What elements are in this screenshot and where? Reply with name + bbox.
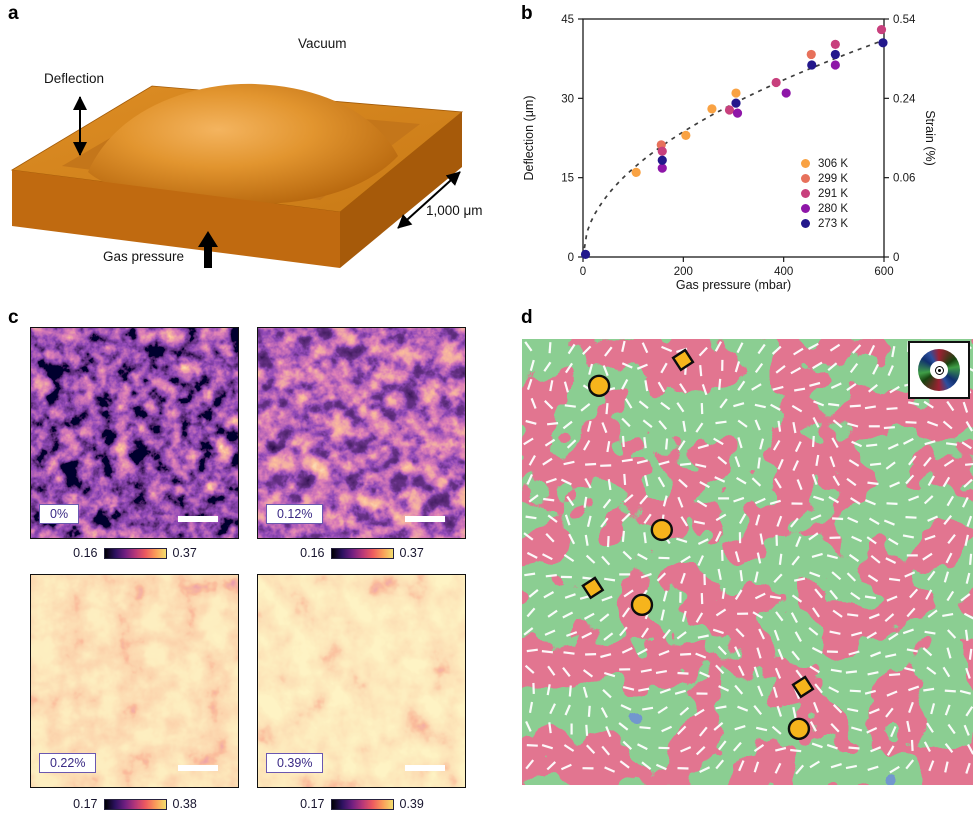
scale-bar [405,516,445,522]
strain-map-022pct: 0.22% [30,574,239,788]
strain-value: 0% [50,507,69,521]
defect-marker-circle [630,593,654,617]
svg-text:600: 600 [874,266,893,278]
colorbar-max: 0.37 [172,546,197,560]
scatter-series-280K [657,60,840,173]
svg-text:0: 0 [893,252,899,264]
orientation-colorwheel-inset [908,341,970,399]
panel-c-letter: c [8,307,19,328]
scale-bar [405,765,445,771]
strain-value: 0.12% [277,507,313,521]
domain-orientation-map [522,339,973,785]
colorbar-max: 0.38 [172,797,197,811]
legend-item: 280 K [801,201,848,216]
legend-item: 291 K [801,186,848,201]
gas-pressure-label: Gas pressure [103,249,185,264]
chart-frame [582,18,885,258]
orientation-colorwheel [918,349,960,391]
membrane-schematic [10,83,464,268]
scale-arrow [397,171,461,229]
strain-map-012pct: 0.12% [257,327,466,539]
colorbar [103,798,167,810]
svg-text:0: 0 [568,252,574,264]
legend-label: 291 K [818,187,849,200]
out-of-plane-dot-icon [934,365,944,375]
membrane-dome [88,83,398,205]
colorbar-row: 0.17 0.39 [257,797,467,811]
scatter-series-306K [631,88,741,177]
fit-curve [582,39,885,258]
colorbar [330,798,394,810]
gas-pressure-arrow [198,231,218,268]
strain-value: 0.22% [50,756,86,770]
legend-item: 299 K [801,171,848,186]
left-y-axis-title: Deflection (μm) [522,95,536,181]
colorbar-min: 0.17 [300,797,325,811]
panel-b-letter: b [521,3,533,24]
legend-label: 306 K [818,157,849,170]
legend-swatch [801,159,810,168]
colorbar [103,547,167,559]
colorwheel-center [930,361,948,379]
colorbar-min: 0.17 [73,797,98,811]
colorbar-max: 0.37 [399,546,424,560]
svg-text:45: 45 [561,14,574,26]
legend-swatch [801,219,810,228]
strain-map-0pct: 0% [30,327,239,539]
legend-item: 306 K [801,156,848,171]
defect-marker-circle [650,518,674,542]
legend-item: 273 K [801,216,848,231]
defect-marker-diamond [671,348,695,372]
svg-text:15: 15 [561,173,574,185]
temperature-legend: 306 K 299 K 291 K 280 K 273 K [801,156,848,231]
colorbar-min: 0.16 [73,546,98,560]
svg-text:0.24: 0.24 [893,93,916,105]
strain-value-box: 0% [39,504,80,524]
strain-value-box: 0.22% [39,753,97,773]
scale-bar [178,516,218,522]
strain-value: 0.39% [277,756,313,770]
legend-label: 280 K [818,202,849,215]
scatter-series-273K [580,38,888,259]
scatter-series-291K [657,24,887,156]
colorbar-row: 0.17 0.38 [30,797,240,811]
colorbar-max: 0.39 [399,797,424,811]
vacuum-label: Vacuum [298,36,347,51]
defect-marker-circle [787,717,811,741]
defect-marker-circle [587,374,611,398]
director-field-overlay [523,340,973,775]
director-dashes [523,340,973,775]
legend-swatch [801,204,810,213]
svg-text:0: 0 [580,266,586,278]
svg-text:400: 400 [774,266,793,278]
colorbar-row: 0.16 0.37 [257,546,467,560]
slab-front-face [12,170,340,268]
panel-d-letter: d [521,307,533,328]
deflection-label: Deflection [44,71,105,86]
legend-swatch [801,174,810,183]
svg-text:0.54: 0.54 [893,14,916,26]
colorbar [330,547,394,559]
scale-bar [178,765,218,771]
scale-1000um-label: 1,000 μm [426,203,483,218]
panel-a-letter: a [8,3,19,24]
colorbar-min: 0.16 [300,546,325,560]
svg-text:200: 200 [674,266,693,278]
legend-label: 299 K [818,172,849,185]
strain-value-box: 0.39% [266,753,324,773]
svg-text:30: 30 [561,93,574,105]
colorbar-row: 0.16 0.37 [30,546,240,560]
x-axis-title: Gas pressure (mbar) [675,278,792,292]
svg-text:0.06: 0.06 [893,173,915,185]
legend-label: 273 K [818,217,849,230]
defect-marker-diamond [581,576,605,600]
strain-value-box: 0.12% [266,504,324,524]
right-y-axis-title: Strain (%) [923,110,937,166]
strain-map-039pct: 0.39% [257,574,466,788]
legend-swatch [801,189,810,198]
defect-marker-diamond [791,675,815,699]
